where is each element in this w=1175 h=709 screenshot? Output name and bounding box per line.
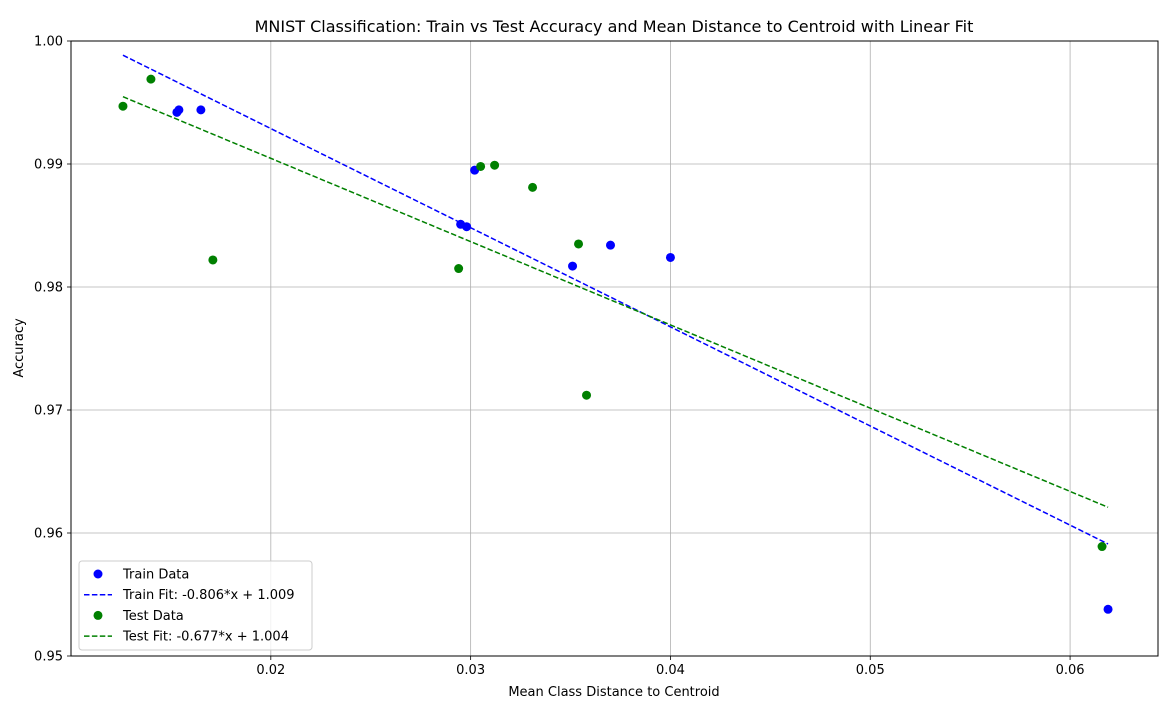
y-axis-title: Accuracy: [12, 318, 27, 378]
train-data-point: [606, 240, 616, 250]
train-fit-line: [122, 54, 1109, 545]
legend-label: Test Fit: -0.677*x + 1.004: [122, 630, 289, 645]
test-data-point: [582, 390, 592, 400]
legend-marker-test-data: [93, 610, 103, 620]
x-tick-label: 0.02: [256, 663, 285, 678]
plot-background: [71, 41, 1158, 656]
test-data-point: [208, 255, 218, 265]
test-data-point: [118, 101, 128, 111]
legend-box: [78, 560, 313, 651]
x-tick-label: 0.04: [656, 663, 685, 678]
chart-title: MNIST Classification: Train vs Test Accu…: [255, 17, 974, 36]
y-tick-label: 0.98: [34, 281, 63, 296]
test-data-point: [528, 182, 538, 192]
y-tick-label: 0.95: [34, 650, 63, 665]
test-fit-line: [122, 96, 1109, 508]
test-data-point: [146, 74, 156, 84]
test-data-point: [476, 161, 486, 171]
y-tick-label: 0.99: [34, 158, 63, 173]
test-data-point: [574, 239, 584, 249]
x-axis-title: Mean Class Distance to Centroid: [508, 685, 719, 700]
y-tick-label: 1.00: [34, 35, 63, 50]
x-tick-label: 0.03: [456, 663, 485, 678]
series-layer: [118, 54, 1113, 614]
train-data-point: [665, 252, 675, 262]
train-data-point: [1103, 604, 1113, 614]
x-tick-label: 0.06: [1056, 663, 1085, 678]
x-tick-label: 0.05: [856, 663, 885, 678]
train-data-point: [196, 105, 206, 115]
train-data-point: [174, 105, 184, 115]
legend-label: Train Fit: -0.806*x + 1.009: [122, 588, 295, 603]
legend-label: Test Data: [122, 609, 184, 624]
y-tick-label: 0.97: [34, 404, 63, 419]
plot-frame: [70, 40, 1159, 657]
test-data-point: [490, 160, 500, 170]
y-tick-label: 0.96: [34, 527, 63, 542]
train-data-point: [568, 261, 578, 271]
legend-label: Train Data: [122, 568, 189, 583]
legend: Train Data Train Fit: -0.806*x + 1.009 Tes…: [78, 560, 313, 651]
test-data-point: [1097, 542, 1107, 552]
test-data-point: [454, 264, 464, 274]
legend-marker-train-data: [93, 569, 103, 579]
train-data-point: [462, 222, 472, 232]
axis-ticks: 0.02 0.03 0.04 0.05 0.06 0.95 0.96 0.97 0.98 0.99…: [34, 35, 1085, 679]
